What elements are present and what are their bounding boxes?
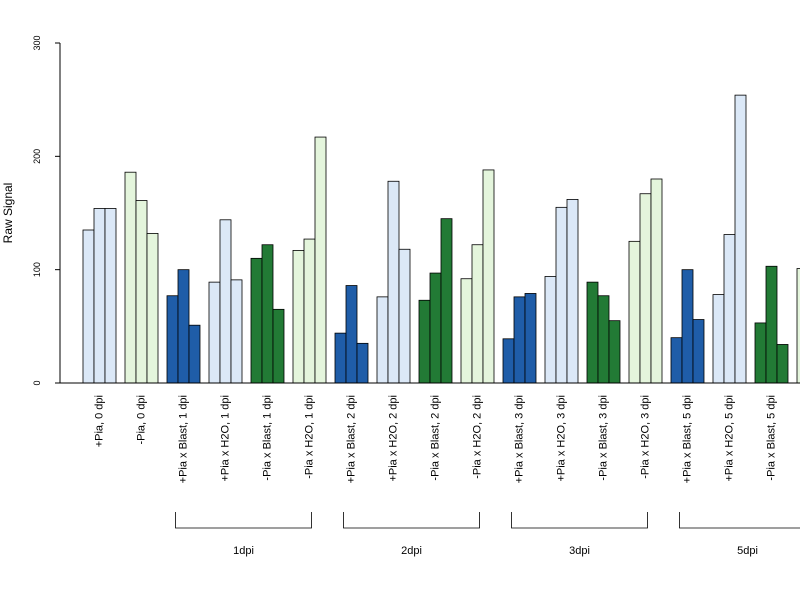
bar-9-rep-1: [460, 278, 473, 384]
bar-16-rep-1: [754, 322, 767, 384]
bar-4-rep-3: [272, 308, 285, 384]
bar-16-rep-2: [765, 265, 778, 384]
bar-6-rep-1: [334, 332, 347, 384]
bar-1-rep-3: [146, 232, 159, 384]
bar-14-rep-2: [681, 269, 694, 384]
category-label-16: -Pia x Blast, 5 dpi: [765, 395, 777, 481]
bar-7-rep-2: [387, 180, 400, 384]
bar-12-rep-2: [597, 295, 610, 384]
group-label-1: 2dpi: [401, 545, 422, 557]
bar-0-rep-2: [93, 208, 106, 384]
category-label-0: +Pia, 0 dpi: [93, 395, 105, 447]
bar-2-rep-1: [166, 295, 179, 384]
category-label-7: +Pia x H2O, 2 dpi: [387, 395, 399, 482]
category-label-11: +Pia x H2O, 3 dpi: [555, 395, 567, 482]
y-tick-label-1: 100: [32, 262, 42, 277]
bar-6-rep-2: [345, 285, 358, 384]
bar-3-rep-3: [230, 279, 243, 384]
bar-7-rep-3: [398, 248, 411, 384]
category-label-2: +Pia x Blast, 1 dpi: [177, 395, 189, 483]
bar-4-rep-1: [250, 257, 263, 384]
bar-8-rep-1: [418, 299, 431, 384]
bar-12-rep-3: [608, 320, 621, 384]
category-label-1: -Pia, 0 dpi: [135, 395, 147, 445]
bar-16-rep-3: [776, 344, 789, 384]
bar-2-rep-2: [177, 269, 190, 384]
bar-0-rep-1: [82, 229, 95, 384]
category-label-5: -Pia x H2O, 1 dpi: [303, 395, 315, 479]
axis-layer: 0 100 200 300: [32, 35, 800, 386]
bar-0-rep-3: [104, 208, 117, 384]
group-label-2: 3dpi: [569, 545, 590, 557]
bar-9-rep-2: [471, 244, 484, 384]
bar-17-rep-1: [796, 268, 800, 384]
y-tick-label-2: 200: [32, 149, 42, 164]
bar-1-rep-1: [124, 171, 137, 384]
bar-1-rep-2: [135, 200, 148, 384]
bar-15-rep-2: [723, 234, 736, 384]
groups-layer: 1dpi 2dpi 3dpi 5dpi: [175, 512, 800, 557]
group-bracket-3: [679, 512, 800, 529]
bar-6-rep-3: [356, 342, 369, 384]
y-tick-label-3: 300: [32, 35, 42, 50]
bar-5-rep-1: [292, 249, 305, 384]
bar-5-rep-3: [314, 136, 327, 384]
category-label-13: -Pia x H2O, 3 dpi: [639, 395, 651, 479]
bar-12-rep-1: [586, 281, 599, 384]
bar-14-rep-1: [670, 337, 683, 384]
bar-5-rep-2: [303, 238, 316, 384]
category-label-12: -Pia x Blast, 3 dpi: [597, 395, 609, 481]
bar-11-rep-1: [544, 276, 557, 384]
bar-11-rep-2: [555, 206, 568, 384]
category-label-9: -Pia x H2O, 2 dpi: [471, 395, 483, 479]
category-label-10: +Pia x Blast, 3 dpi: [513, 395, 525, 483]
bar-14-rep-3: [692, 319, 705, 384]
category-label-4: -Pia x Blast, 1 dpi: [261, 395, 273, 481]
bar-13-rep-3: [650, 178, 663, 384]
bar-11-rep-3: [566, 198, 579, 384]
bar-10-rep-2: [513, 296, 526, 384]
category-label-14: +Pia x Blast, 5 dpi: [681, 395, 693, 483]
bar-8-rep-2: [429, 272, 442, 384]
bar-3-rep-1: [208, 281, 221, 384]
bar-15-rep-3: [734, 94, 747, 384]
y-axis-label: Raw Signal: [1, 183, 15, 244]
group-bracket-0: [175, 512, 312, 529]
category-label-6: +Pia x Blast, 2 dpi: [345, 395, 357, 483]
bar-7-rep-1: [376, 296, 389, 384]
y-tick-label-0: 0: [32, 380, 42, 385]
bar-13-rep-1: [628, 240, 641, 384]
labels-layer: +Pia, 0 dpi -Pia, 0 dpi +Pia x Blast, 1 dp…: [93, 395, 777, 483]
bar-2-rep-3: [188, 324, 201, 384]
bar-10-rep-3: [524, 293, 537, 384]
bar-10-rep-1: [502, 338, 515, 384]
bar-13-rep-2: [639, 193, 652, 384]
bar-3-rep-2: [219, 219, 232, 384]
group-bracket-2: [511, 512, 648, 529]
bars-layer: [82, 94, 800, 384]
bar-4-rep-2: [261, 244, 274, 384]
group-label-3: 5dpi: [737, 545, 758, 557]
bar-8-rep-3: [440, 218, 453, 384]
category-label-8: -Pia x Blast, 2 dpi: [429, 395, 441, 481]
category-label-15: +Pia x H2O, 5 dpi: [723, 395, 735, 482]
group-bracket-1: [343, 512, 480, 529]
category-label-3: +Pia x H2O, 1 dpi: [219, 395, 231, 482]
bar-9-rep-3: [482, 169, 495, 384]
group-label-0: 1dpi: [233, 545, 254, 557]
bar-15-rep-1: [712, 294, 725, 384]
